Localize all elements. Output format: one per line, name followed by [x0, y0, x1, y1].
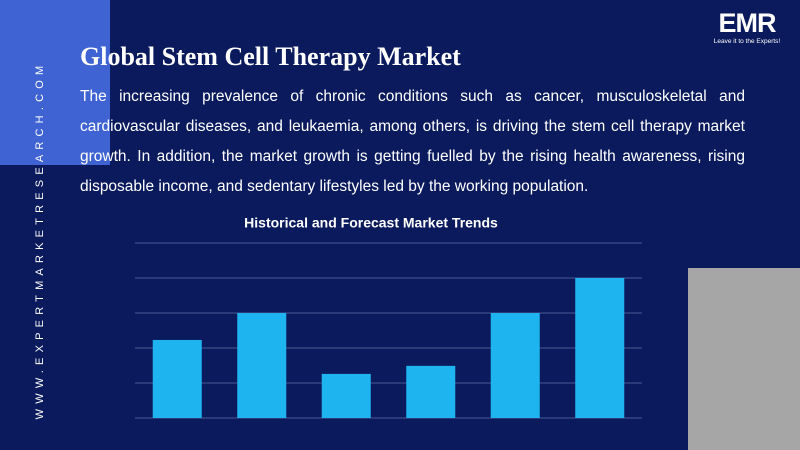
- bar: [152, 339, 202, 418]
- bar: [406, 365, 456, 418]
- gray-block: [688, 268, 800, 450]
- description: The increasing prevalence of chronic con…: [80, 88, 745, 195]
- logo: EMR Leave it to the Experts!: [706, 8, 788, 46]
- bar: [321, 373, 371, 418]
- chart-title: Historical and Forecast Market Trends: [244, 215, 498, 231]
- title: Global Stem Cell Therapy Market: [80, 42, 461, 71]
- bar: [237, 313, 287, 418]
- accent-block: [0, 0, 110, 165]
- logo-tagline: Leave it to the Experts!: [713, 38, 781, 45]
- bar: [575, 278, 625, 418]
- bar: [490, 313, 540, 418]
- logo-mark: EMR: [718, 8, 777, 38]
